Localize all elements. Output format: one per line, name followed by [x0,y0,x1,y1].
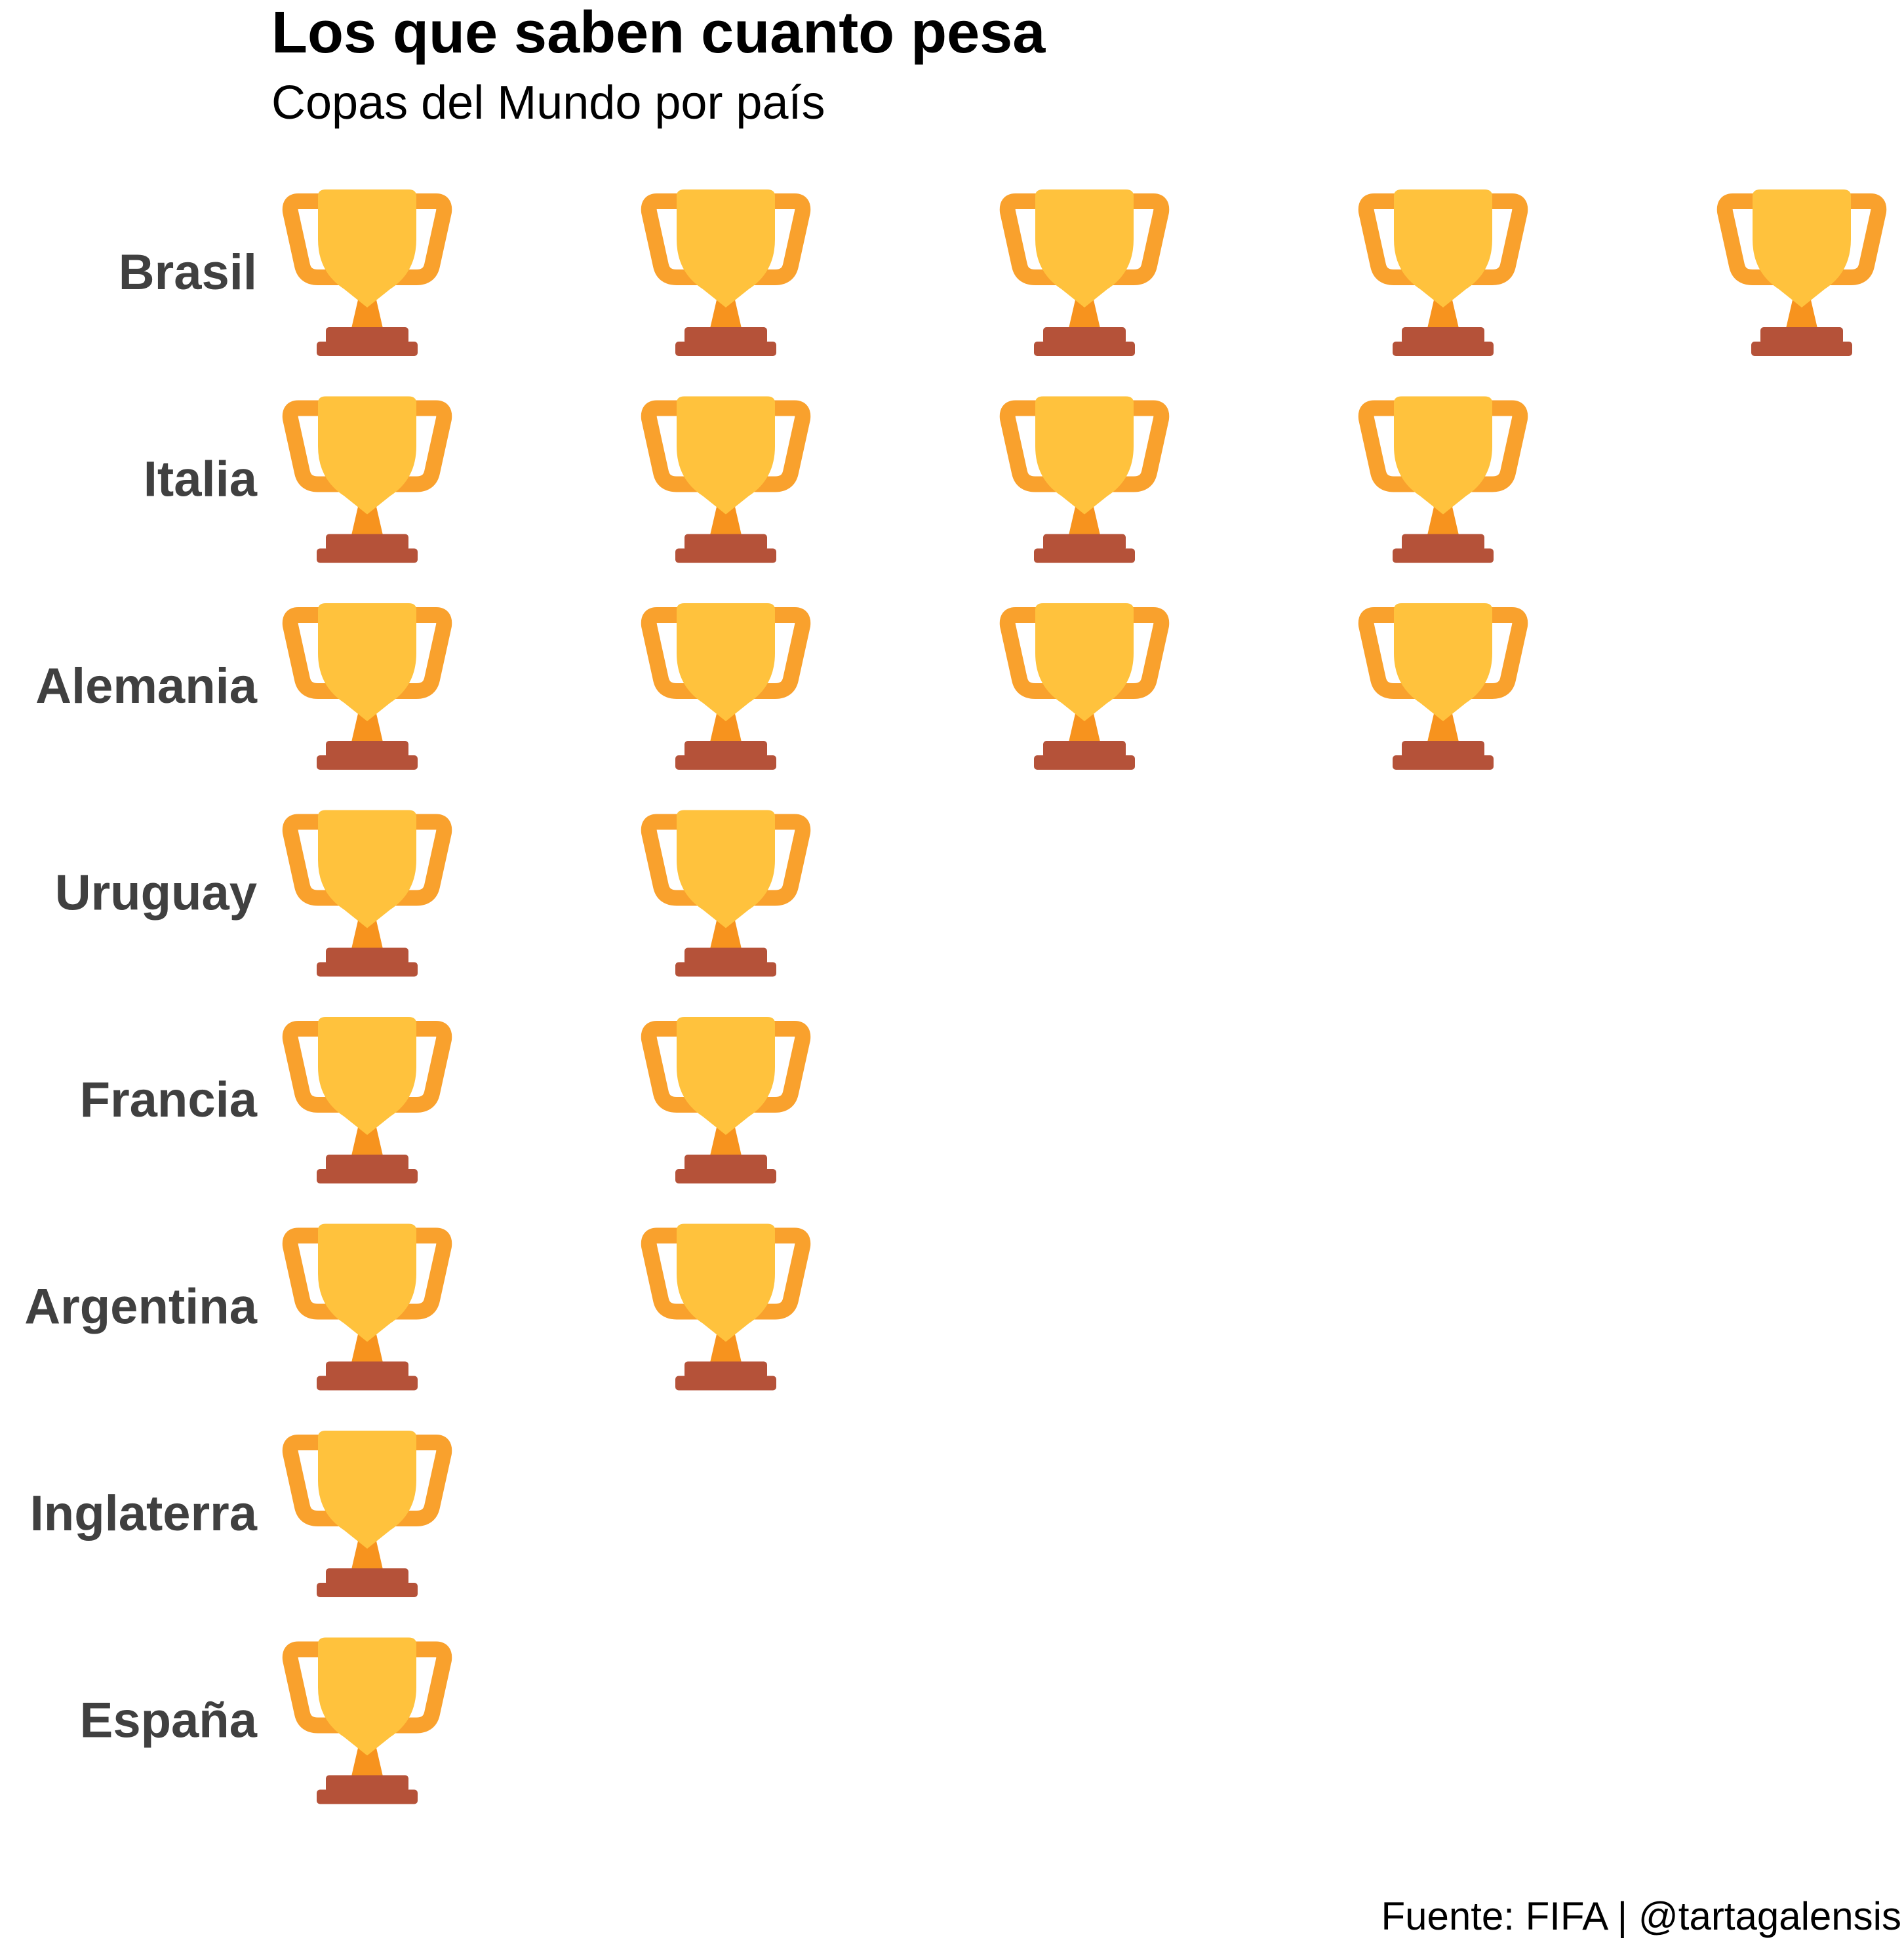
row-label: Inglaterra [30,1486,258,1541]
row-label: España [80,1693,258,1749]
trophy-icon [1725,189,1879,356]
chart-caption: Fuente: FIFA | @tartagalensis [1381,1894,1901,1938]
row-label: Alemania [35,658,258,714]
chart-subtitle: Copas del Mundo por país [271,77,825,129]
trophy-icon [290,1431,445,1597]
row-label: Brasil [119,245,257,300]
row-uruguay: Uruguay [55,810,803,977]
trophy-icon [1366,603,1520,770]
row-label: Italia [144,452,258,507]
trophy-icon [1366,397,1520,563]
trophy-icon [649,1224,803,1391]
row-label: Uruguay [55,865,257,921]
trophy-icon [290,810,445,977]
trophy-icon [649,1017,803,1183]
trophy-icon [1008,397,1162,563]
row-francia: Francia [80,1017,803,1183]
row-label: Francia [80,1072,258,1128]
trophy-icon [649,397,803,563]
trophy-icon [649,603,803,770]
row-brasil: Brasil [119,189,1878,356]
trophy-icon [1008,189,1162,356]
row-argentina: Argentina [24,1224,803,1391]
row-italia: Italia [144,397,1520,563]
trophy-icon [1366,189,1520,356]
row-alemania: Alemania [35,603,1520,770]
chart-title: Los que saben cuanto pesa [271,0,1046,66]
trophy-icon [290,1224,445,1391]
row-label: Argentina [24,1279,257,1335]
trophy-icon [290,1638,445,1804]
trophy-icon [290,189,445,356]
trophy-icon [290,1017,445,1183]
trophy-icon [290,397,445,563]
trophy-icon [649,189,803,356]
row-españa: España [80,1638,445,1804]
trophy-icon [290,603,445,770]
trophy-icon [1008,603,1162,770]
row-inglaterra: Inglaterra [30,1431,445,1597]
trophy-icon [649,810,803,977]
